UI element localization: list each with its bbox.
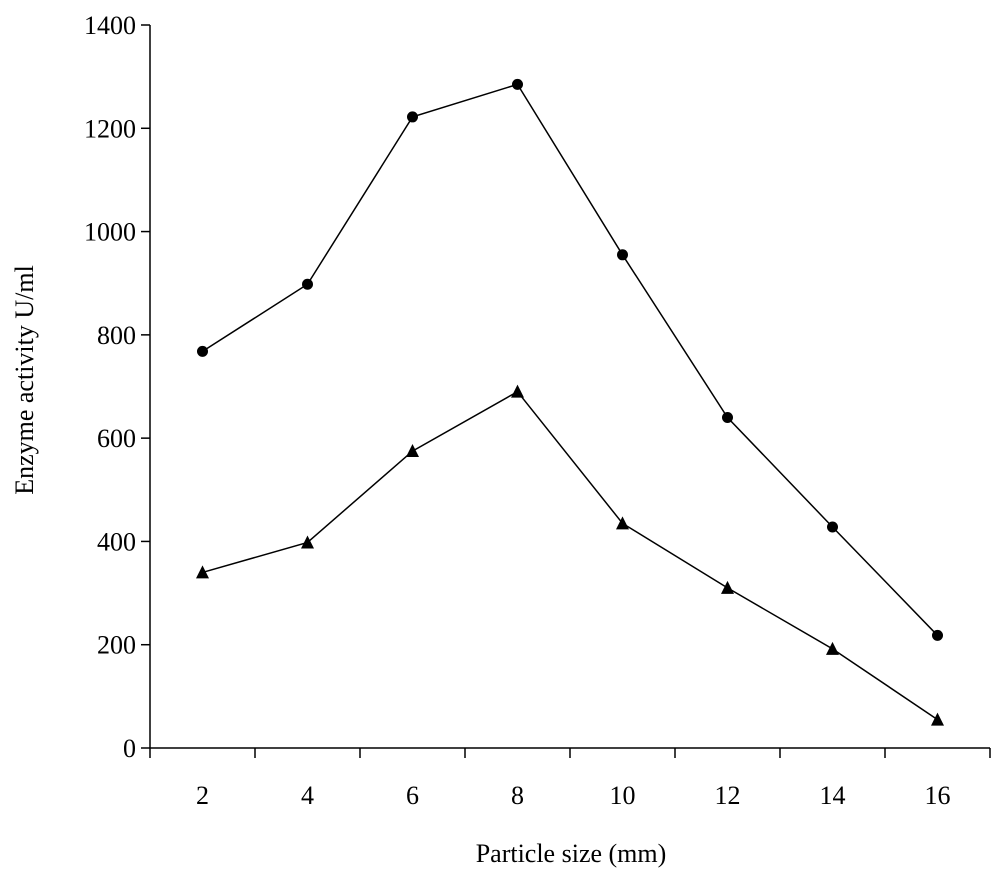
x-axis-title: Particle size (mm) — [476, 839, 667, 868]
y-tick-label: 1200 — [84, 114, 136, 143]
plot-area — [149, 25, 990, 749]
data-point — [406, 444, 419, 458]
data-point — [826, 641, 839, 655]
x-tick-label: 8 — [511, 781, 524, 810]
x-tick-label: 16 — [925, 781, 951, 810]
data-point — [931, 712, 944, 726]
y-tick-label: 200 — [97, 631, 136, 660]
data-point — [721, 580, 734, 594]
y-tick-label: 0 — [123, 734, 136, 763]
y-axis-title: Enzyme activity U/ml — [10, 265, 39, 495]
data-point — [512, 78, 523, 90]
data-point — [511, 384, 524, 398]
series-1 — [197, 78, 943, 641]
series-line — [202, 390, 938, 721]
series-2 — [196, 384, 944, 726]
series-layer — [196, 78, 944, 726]
data-point — [722, 411, 733, 423]
data-point — [196, 565, 209, 579]
y-tick-label: 400 — [97, 527, 136, 556]
y-tick-label: 1000 — [84, 218, 136, 247]
x-tick-label: 12 — [715, 781, 741, 810]
data-point — [616, 516, 629, 530]
y-axis-ticks: 0 200 400 600 800 1000 1200 1400 — [84, 11, 150, 763]
data-point — [827, 521, 838, 533]
data-point — [407, 111, 418, 123]
data-point — [302, 278, 313, 290]
x-tick-label: 6 — [406, 781, 419, 810]
x-tick-label: 2 — [196, 781, 209, 810]
x-axis-ticks: 2 4 6 8 10 12 14 16 — [149, 748, 991, 810]
data-point — [617, 249, 628, 261]
series-line — [202, 83, 939, 636]
y-tick-label: 600 — [97, 424, 136, 453]
data-point — [197, 345, 208, 357]
y-tick-label: 1400 — [84, 11, 136, 40]
data-point — [932, 629, 943, 641]
x-tick-label: 10 — [610, 781, 636, 810]
x-tick-label: 14 — [820, 781, 846, 810]
y-tick-label: 800 — [97, 321, 136, 350]
data-point — [301, 535, 314, 549]
x-tick-label: 4 — [301, 781, 314, 810]
